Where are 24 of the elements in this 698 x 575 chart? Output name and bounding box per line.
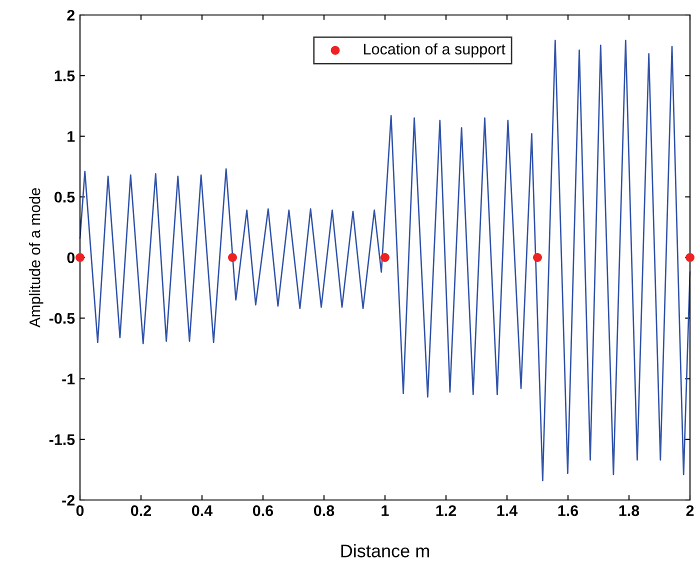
y-tick-label: -0.5 — [49, 312, 75, 324]
x-tick-label: 0.2 — [130, 505, 152, 516]
line-series — [79, 40, 691, 482]
x-tick-label: 0.6 — [252, 505, 274, 516]
x-tick-label: 1.6 — [558, 505, 578, 516]
x-tick-label: 1 — [382, 505, 389, 516]
x-tick-label: 0.8 — [314, 505, 334, 516]
x-tick-label: 1.2 — [436, 505, 456, 516]
x-tick-label: 0.4 — [192, 505, 213, 516]
y-tick-label: 0 — [67, 252, 75, 264]
y-tick-label: -2 — [62, 494, 75, 506]
y-tick-label: 0.5 — [54, 192, 75, 203]
x-tick-label: 2 — [686, 505, 694, 516]
x-axis-title: Distance m — [341, 544, 429, 558]
y-tick-label: 2 — [67, 10, 75, 21]
x-tick-label: 1.8 — [619, 505, 640, 516]
y-tick-label: -1.5 — [49, 434, 75, 446]
x-tick-label: 1.4 — [497, 505, 518, 516]
legend-label: Location of a support — [364, 43, 506, 58]
y-tick-label: 1.5 — [54, 70, 75, 82]
y-axis-title: Amplitude of a mode — [29, 188, 44, 328]
y-tick-label: -1 — [62, 374, 75, 384]
y-tick-label: 1 — [68, 131, 75, 142]
x-tick-label: 0 — [76, 505, 84, 516]
